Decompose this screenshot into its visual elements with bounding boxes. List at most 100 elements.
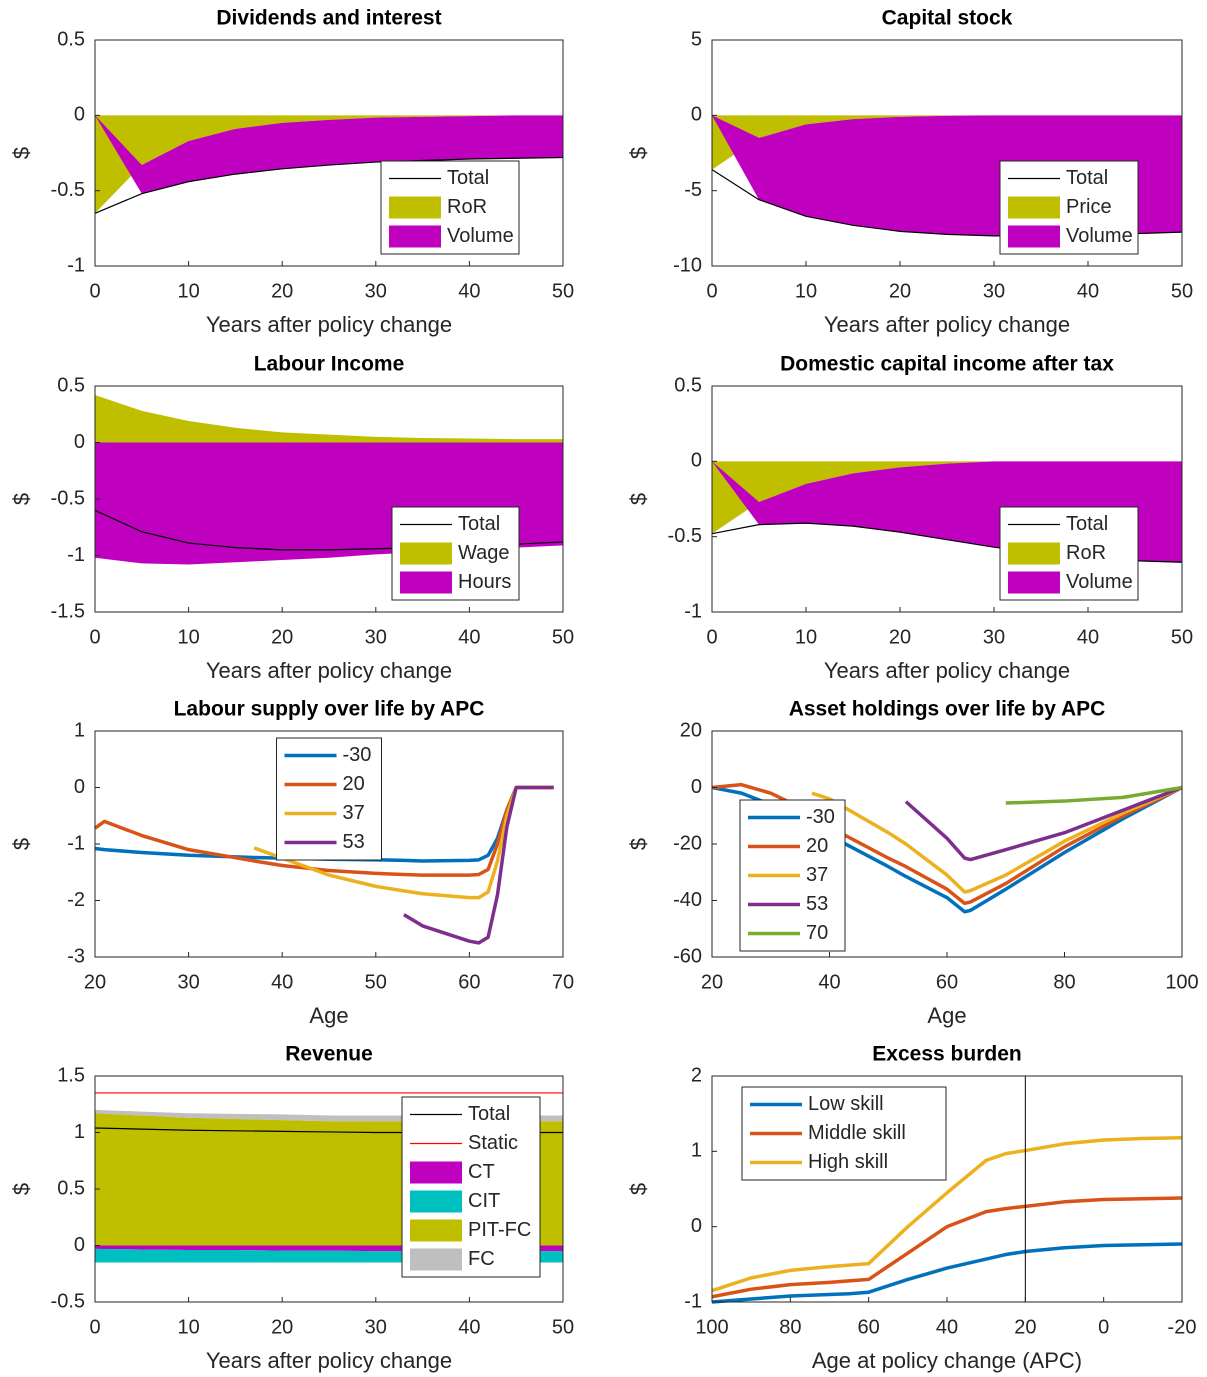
- legend-label: Total: [1066, 513, 1108, 535]
- legend-swatch: [1008, 542, 1060, 565]
- legend: Low skill Middle skill High skill: [741, 1086, 947, 1181]
- x-tick-label: 0: [1098, 1316, 1109, 1338]
- legend-label: Volume: [1066, 225, 1133, 247]
- x-tick-label: 80: [1053, 971, 1075, 993]
- legend-label: Total: [458, 513, 500, 535]
- x-tick-label: 10: [795, 626, 817, 648]
- legend-label: Hours: [458, 571, 511, 593]
- area: [95, 115, 563, 214]
- line: [711, 782, 1183, 906]
- legend-box: [401, 1096, 541, 1278]
- x-tick-label: 60: [458, 971, 480, 993]
- y-tick-label: -60: [673, 945, 702, 967]
- y-tick-label: 2: [691, 1064, 702, 1086]
- legend-label: RoR: [447, 196, 487, 218]
- legend-swatch: [1008, 225, 1060, 248]
- line: [711, 1242, 1183, 1304]
- axes-box: [711, 385, 1183, 613]
- y-tick-label: -1: [684, 1290, 702, 1312]
- x-axis-label: Years after policy change: [824, 658, 1070, 683]
- legend: Total RoR Volume: [999, 506, 1139, 601]
- y-tick-label: 0.5: [674, 374, 702, 396]
- panel: 20 40 60 80 100 -60 -40 -20 0 20 Asset holdings ov…: [626, 698, 1199, 1028]
- chart-title: Capital stock: [882, 7, 1013, 30]
- y-tick-label: 0.5: [57, 28, 85, 50]
- x-axis-label: Age: [927, 1003, 966, 1028]
- x-tick-label: 30: [365, 280, 387, 302]
- legend-label: 53: [343, 831, 365, 853]
- x-tick-label: 30: [983, 626, 1005, 648]
- x-tick-label: 20: [701, 971, 723, 993]
- axes-box: [711, 39, 1183, 267]
- y-tick-label: 1: [691, 1140, 702, 1162]
- x-tick-label: 20: [84, 971, 106, 993]
- legend-label: Total: [447, 167, 489, 189]
- panel: 0 10 20 30 40 50 -1 -0.5 0 0.5 Dividends and inter…: [9, 7, 574, 337]
- y-tick-label: -3: [67, 945, 85, 967]
- legend-swatch: [400, 542, 452, 565]
- legend: Total Wage Hours: [391, 506, 520, 601]
- legend: Total Price Volume: [999, 160, 1139, 255]
- x-tick-label: 40: [1077, 280, 1099, 302]
- legend-label: 37: [806, 864, 828, 886]
- axes-box: [94, 39, 564, 267]
- y-tick-label: -1: [684, 600, 702, 622]
- legend-box: [276, 737, 382, 861]
- x-tick-label: 40: [458, 1316, 480, 1338]
- y-tick-label: 0: [74, 431, 85, 453]
- x-axis-label: Age at policy change (APC): [812, 1348, 1082, 1373]
- y-tick-label: -0.5: [51, 487, 85, 509]
- x-tick-label: 20: [271, 626, 293, 648]
- y-axis-label: $: [9, 1183, 34, 1195]
- x-tick-label: 50: [552, 280, 574, 302]
- y-tick-label: 1.5: [57, 1064, 85, 1086]
- area: [712, 115, 1182, 170]
- y-tick-label: -1: [67, 254, 85, 276]
- x-tick-label: 10: [177, 626, 199, 648]
- y-tick-label: 0: [74, 776, 85, 798]
- chart-title: Asset holdings over life by APC: [789, 698, 1106, 721]
- x-tick-label: 40: [458, 280, 480, 302]
- legend-label: Price: [1066, 196, 1112, 218]
- y-tick-label: -1: [67, 544, 85, 566]
- x-tick-label: 100: [695, 1316, 728, 1338]
- x-tick-label: 10: [177, 280, 199, 302]
- y-tick-label: -40: [673, 889, 702, 911]
- x-tick-label: 30: [983, 280, 1005, 302]
- y-tick-label: -0.5: [668, 525, 702, 547]
- y-tick-label: 0: [691, 1215, 702, 1237]
- y-tick-label: 1: [74, 719, 85, 741]
- x-tick-label: 30: [177, 971, 199, 993]
- legend-swatch: [410, 1161, 462, 1184]
- panel: 0 10 20 30 40 50 -10 -5 0 5 Capital stock Years aft…: [626, 7, 1193, 337]
- x-tick-label: 40: [271, 971, 293, 993]
- x-tick-label: 0: [706, 280, 717, 302]
- legend-swatch: [389, 225, 441, 248]
- line: [253, 785, 554, 900]
- legend-label: RoR: [1066, 542, 1106, 564]
- y-tick-label: 5: [691, 28, 702, 50]
- y-tick-label: 0: [691, 450, 702, 472]
- line: [811, 785, 1183, 894]
- y-tick-label: 0.5: [57, 374, 85, 396]
- legend-label: Volume: [1066, 571, 1133, 593]
- legend-swatch: [389, 196, 441, 219]
- x-axis-label: Years after policy change: [206, 1348, 452, 1373]
- legend-label: Total: [1066, 167, 1108, 189]
- x-tick-label: 50: [365, 971, 387, 993]
- area: [95, 395, 563, 443]
- y-tick-label: -10: [673, 254, 702, 276]
- legend-label: 20: [806, 835, 828, 857]
- x-tick-label: 40: [458, 626, 480, 648]
- chart-title: Labour Income: [254, 353, 405, 376]
- x-tick-label: 20: [271, 1316, 293, 1338]
- legend-swatch: [1008, 571, 1060, 594]
- chart-title: Dividends and interest: [216, 7, 441, 30]
- line: [711, 1136, 1183, 1293]
- chart-title: Excess burden: [872, 1043, 1021, 1066]
- x-tick-label: 20: [1014, 1316, 1036, 1338]
- x-tick-label: 0: [706, 626, 717, 648]
- panel: 100 80 60 40 20 0 -20 -1 0 1 2 Excess burden Age at …: [626, 1043, 1197, 1373]
- y-tick-label: 0: [691, 776, 702, 798]
- y-axis-label: $: [626, 1183, 651, 1195]
